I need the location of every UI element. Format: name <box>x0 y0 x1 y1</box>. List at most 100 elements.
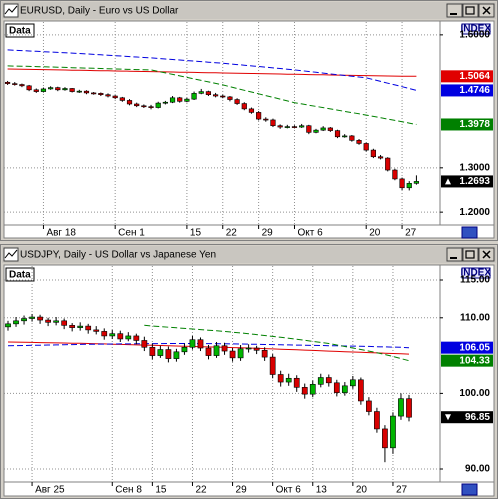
candle-body <box>141 105 147 108</box>
candle-body <box>40 88 47 92</box>
pane-icon[interactable] <box>461 226 478 239</box>
x-tick-label: 15 <box>155 485 167 496</box>
window-title: EURUSD, Daily - Euro vs US Dollar <box>20 6 179 17</box>
candle-body <box>398 398 404 417</box>
line-price-label: 104.33 <box>459 355 490 366</box>
candle-body <box>61 320 68 326</box>
candle-body <box>26 85 32 91</box>
x-tick-label: Окт 6 <box>276 485 302 496</box>
candle-body <box>349 379 356 387</box>
candle-body <box>21 318 27 322</box>
x-tick-label: 20 <box>356 485 368 496</box>
candle-body <box>125 335 132 340</box>
line-price-label-box <box>441 70 493 83</box>
candle-body <box>370 149 376 158</box>
candle-body <box>5 323 11 328</box>
candle-body <box>301 387 308 395</box>
candle-body <box>399 178 405 189</box>
candle-body <box>374 411 380 430</box>
moving-average <box>7 49 417 91</box>
line-price-label: 1.4746 <box>459 85 490 96</box>
x-tick-label: Окт 6 <box>297 228 323 239</box>
last-price-label: 96.85 <box>465 412 490 423</box>
candle-body <box>126 100 133 105</box>
candle-body <box>184 98 190 102</box>
candle-body <box>91 92 97 95</box>
x-tick-label: 13 <box>316 485 328 496</box>
candle-body <box>390 415 396 449</box>
candle-body <box>334 130 341 138</box>
candle-body <box>157 349 164 356</box>
candle-body <box>105 94 111 97</box>
candle-body <box>358 379 364 402</box>
candle-body <box>261 349 268 358</box>
candle-body <box>101 331 108 337</box>
pane-icon[interactable] <box>461 483 478 496</box>
x-tick-label: 27 <box>405 228 417 239</box>
x-tick-label: 22 <box>226 228 238 239</box>
price-axis <box>439 264 495 483</box>
candle-body <box>313 129 319 133</box>
candle-body <box>392 169 398 180</box>
candle-body <box>148 106 154 108</box>
chart-pane <box>3 264 441 483</box>
candle-body <box>309 384 316 395</box>
title-bar <box>2 2 496 19</box>
candle-body <box>98 93 104 95</box>
candle-body <box>385 157 391 171</box>
candle-body <box>248 108 255 113</box>
candle-body <box>197 339 204 349</box>
candle-body <box>277 374 284 383</box>
x-tick-label: Авг 25 <box>35 485 65 496</box>
candle-body <box>83 90 90 94</box>
candle-body <box>134 103 140 107</box>
minimize-button[interactable] <box>446 247 463 262</box>
candle-body <box>189 339 196 348</box>
line-price-label-box <box>441 118 493 131</box>
candle-body <box>165 349 172 359</box>
close-glyph <box>482 6 491 15</box>
y-tick-label: 1.6000 <box>459 29 490 40</box>
close-glyph <box>482 250 491 259</box>
x-tick-label: 22 <box>195 485 207 496</box>
candle-body <box>349 135 355 141</box>
window-icon-glyph <box>4 5 18 15</box>
moving-average <box>7 65 417 125</box>
minimize-button[interactable] <box>446 3 463 18</box>
candle-body <box>169 97 176 103</box>
candle-body <box>62 88 68 91</box>
candle-body <box>342 135 348 138</box>
line-price-label: 106.05 <box>459 342 490 353</box>
candle-body <box>119 97 125 101</box>
candle-body <box>241 103 247 110</box>
candle-body <box>177 97 183 102</box>
y-tick-label: 115.00 <box>460 275 490 286</box>
candle-body <box>406 183 412 189</box>
candle-body <box>53 320 59 323</box>
line-price-label-box <box>441 341 493 354</box>
y-tick-label: 1.2000 <box>459 207 490 218</box>
candle-body <box>234 99 240 104</box>
candle-body <box>181 346 188 353</box>
candle-body <box>29 316 35 319</box>
title-bar <box>2 246 496 263</box>
window-icon-glyph <box>4 249 18 259</box>
maximize-button[interactable] <box>462 247 479 262</box>
maximize-button[interactable] <box>462 3 479 18</box>
candle-body <box>341 385 348 393</box>
candle-body <box>377 156 384 159</box>
x-tick-label: Авг 18 <box>46 228 76 239</box>
time-axis <box>3 224 495 239</box>
x-tick-label: 29 <box>236 485 248 496</box>
candle-body <box>413 181 420 184</box>
pane-label: Data <box>9 26 31 37</box>
candle-body <box>48 87 54 90</box>
x-tick-label: 29 <box>262 228 274 239</box>
candle-body <box>253 347 260 351</box>
candle-body <box>327 127 333 131</box>
candle-body <box>293 377 300 388</box>
candle-body <box>285 377 292 383</box>
candle-body <box>284 126 290 128</box>
